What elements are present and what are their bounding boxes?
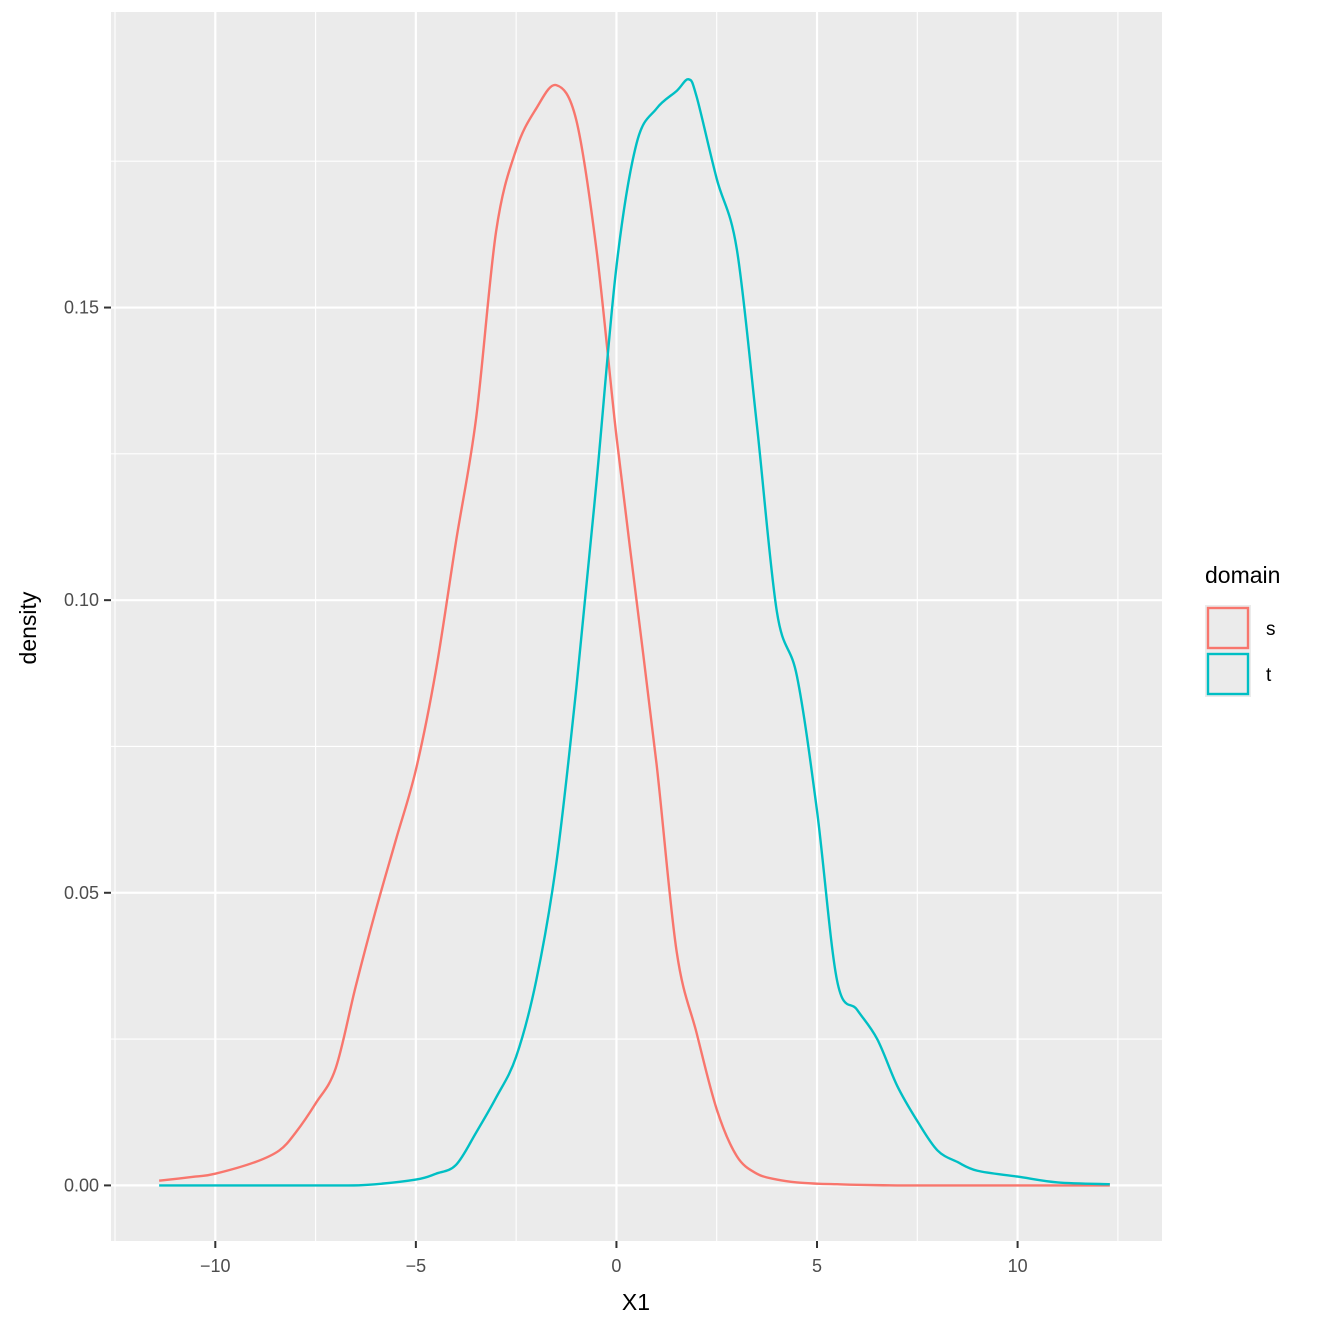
x-axis: −10 −5 0 5 10 [200,1241,1028,1276]
x-tick-label: −5 [406,1256,427,1276]
legend-key-bg-t [1205,651,1251,697]
x-tick-label: 5 [812,1256,822,1276]
plot-panel [111,12,1162,1241]
x-tick-label: −10 [200,1256,231,1276]
legend-key-bg-s [1205,605,1251,651]
legend-label-s: s [1266,619,1276,640]
y-axis: 0.00 0.05 0.10 0.15 [64,298,111,1195]
y-axis-title: density [15,591,41,664]
density-line-s [159,83,1110,1187]
x-tick-label: 0 [611,1256,621,1276]
density-line-t [159,78,1110,1187]
legend-key-t [1206,652,1250,696]
minor-gridlines [111,12,1162,1241]
y-tick-label: 0.00 [64,1175,99,1195]
density-lines [159,78,1110,1187]
legend-items: st [1205,605,1276,697]
y-tick-label: 0.10 [64,590,99,610]
legend-label-t: t [1266,665,1272,686]
y-tick-label: 0.15 [64,298,99,318]
legend: domain st [1205,562,1280,697]
legend-title: domain [1205,562,1280,588]
x-axis-title: X1 [622,1289,650,1315]
y-tick-label: 0.05 [64,883,99,903]
x-tick-label: 10 [1008,1256,1028,1276]
legend-key-s [1206,606,1250,650]
